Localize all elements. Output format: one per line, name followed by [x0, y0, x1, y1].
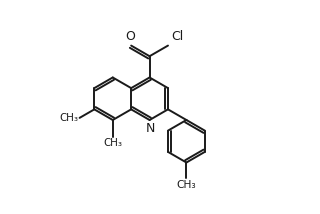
Text: O: O	[125, 30, 135, 43]
Text: CH₃: CH₃	[177, 180, 196, 190]
Text: CH₃: CH₃	[60, 113, 78, 123]
Text: Cl: Cl	[171, 30, 183, 43]
Text: CH₃: CH₃	[103, 138, 122, 148]
Text: N: N	[146, 122, 156, 135]
